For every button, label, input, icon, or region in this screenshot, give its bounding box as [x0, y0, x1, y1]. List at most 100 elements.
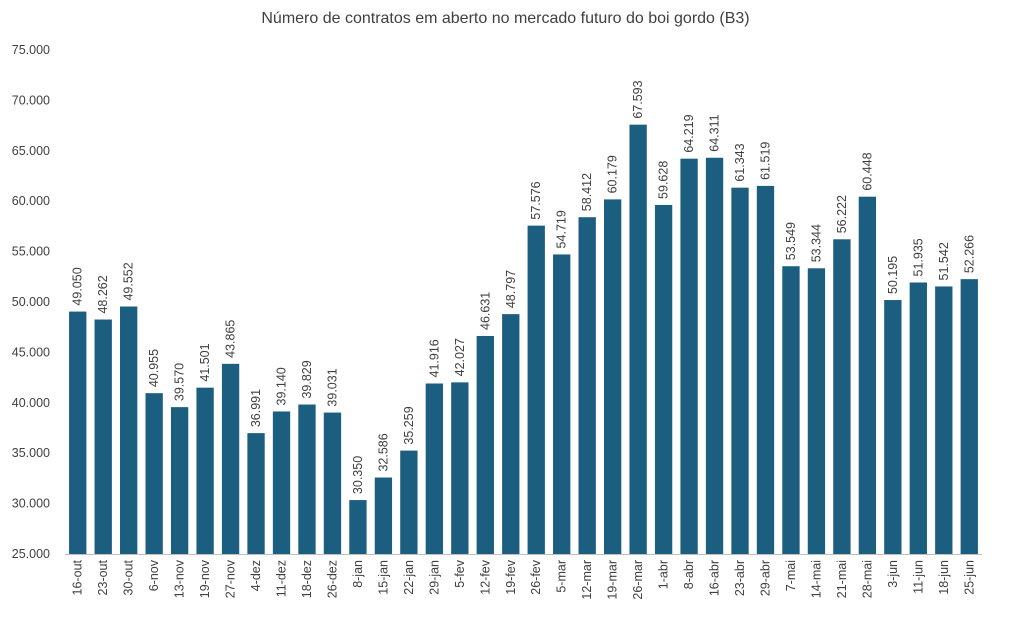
bar — [502, 314, 520, 554]
data-label: 42.027 — [453, 338, 467, 376]
data-label: 51.935 — [911, 238, 925, 276]
x-tick-label: 12-mar — [580, 560, 594, 600]
y-tick-label: 75.000 — [12, 43, 50, 57]
data-label: 39.829 — [300, 360, 314, 398]
data-label: 35.259 — [402, 406, 416, 444]
data-label: 46.631 — [478, 292, 492, 330]
x-tick-label: 12-fev — [478, 559, 492, 594]
data-label: 51.542 — [937, 242, 951, 280]
data-label: 48.797 — [504, 270, 518, 308]
x-tick-label: 7-mai — [784, 560, 798, 591]
data-label: 56.222 — [835, 195, 849, 233]
bar — [349, 500, 367, 554]
x-tick-label: 4-dez — [249, 560, 263, 591]
bar — [120, 306, 138, 554]
bar — [94, 319, 112, 554]
x-tick-label: 23-abr — [733, 560, 747, 596]
data-label: 39.570 — [173, 363, 187, 401]
x-tick-label: 14-mai — [809, 560, 823, 598]
y-tick-label: 35.000 — [12, 446, 50, 460]
bar — [731, 187, 749, 554]
x-tick-label: 29-abr — [758, 560, 772, 596]
x-tick-label: 19-fev — [504, 559, 518, 594]
data-label: 61.343 — [733, 143, 747, 181]
y-tick-label: 45.000 — [12, 345, 50, 359]
x-tick-label: 29-jan — [427, 560, 441, 595]
x-tick-label: 26-dez — [325, 560, 339, 598]
x-tick-label: 11-jun — [911, 560, 925, 594]
bar — [170, 407, 189, 554]
x-tick-label: 19-mar — [606, 560, 620, 600]
bar — [527, 225, 545, 555]
bar — [69, 311, 87, 554]
x-tick-label: 1-abr — [657, 560, 671, 589]
data-label: 40.955 — [147, 349, 161, 387]
bar — [756, 185, 775, 554]
x-tick-label: 5-fev — [453, 559, 467, 588]
bar — [323, 412, 342, 554]
data-label: 48.262 — [96, 275, 110, 313]
data-label: 53.344 — [809, 224, 823, 262]
y-tick-label: 70.000 — [12, 93, 50, 107]
bar — [654, 204, 673, 554]
x-tick-label: 13-nov — [173, 559, 187, 598]
bar — [807, 268, 826, 554]
bar — [578, 217, 596, 555]
y-tick-label: 50.000 — [12, 295, 50, 309]
data-label: 61.519 — [758, 142, 772, 180]
x-tick-label: 11-dez — [275, 560, 289, 597]
x-tick-label: 18-dez — [300, 560, 314, 598]
y-tick-label: 65.000 — [12, 144, 50, 158]
x-tick-label: 27-nov — [224, 559, 238, 598]
bar — [425, 383, 444, 554]
x-tick-label: 25-jun — [962, 560, 976, 595]
bar — [705, 157, 724, 554]
y-tick-label: 25.000 — [12, 547, 50, 561]
bar — [629, 124, 647, 554]
x-tick-label: 3-jun — [886, 560, 900, 588]
bar — [833, 239, 851, 555]
bar — [451, 382, 469, 554]
data-label: 39.031 — [325, 368, 339, 406]
data-label: 36.991 — [249, 389, 263, 427]
bar — [858, 196, 877, 555]
bar — [272, 411, 291, 554]
data-label: 49.552 — [122, 262, 136, 300]
x-tick-label: 5-mar — [555, 560, 569, 593]
bar — [935, 286, 953, 554]
bar — [782, 266, 800, 554]
data-label: 64.219 — [682, 114, 696, 152]
x-tick-label: 26-mar — [631, 560, 645, 600]
bar — [221, 363, 240, 554]
x-tick-label: 8-abr — [682, 560, 696, 589]
x-tick-label: 28-mai — [860, 560, 874, 598]
bar — [884, 300, 902, 554]
data-label: 52.266 — [962, 235, 976, 273]
bar — [909, 282, 927, 554]
y-tick-label: 60.000 — [12, 194, 50, 208]
data-label: 59.628 — [657, 161, 671, 199]
data-label: 54.719 — [555, 210, 569, 248]
data-label: 50.195 — [886, 256, 900, 294]
bar — [145, 393, 163, 554]
data-label: 53.549 — [784, 222, 798, 260]
bar — [374, 477, 393, 554]
data-label: 60.448 — [860, 152, 874, 190]
x-tick-label: 30-out — [122, 559, 136, 595]
y-tick-label: 40.000 — [12, 396, 50, 410]
chart-title: Número de contratos em aberto no mercado… — [261, 10, 750, 27]
data-label: 30.350 — [351, 456, 365, 494]
bar — [400, 450, 418, 554]
data-label: 60.179 — [606, 155, 620, 193]
y-tick-label: 55.000 — [12, 245, 50, 259]
data-label: 41.916 — [427, 339, 441, 377]
bar — [298, 404, 316, 554]
y-tick-label: 30.000 — [12, 497, 50, 511]
x-tick-label: 15-jan — [376, 560, 390, 595]
data-label: 58.412 — [580, 173, 594, 211]
x-tick-label: 22-jan — [402, 560, 416, 595]
x-tick-label: 8-jan — [351, 560, 365, 588]
x-tick-label: 26-fev — [529, 559, 543, 594]
